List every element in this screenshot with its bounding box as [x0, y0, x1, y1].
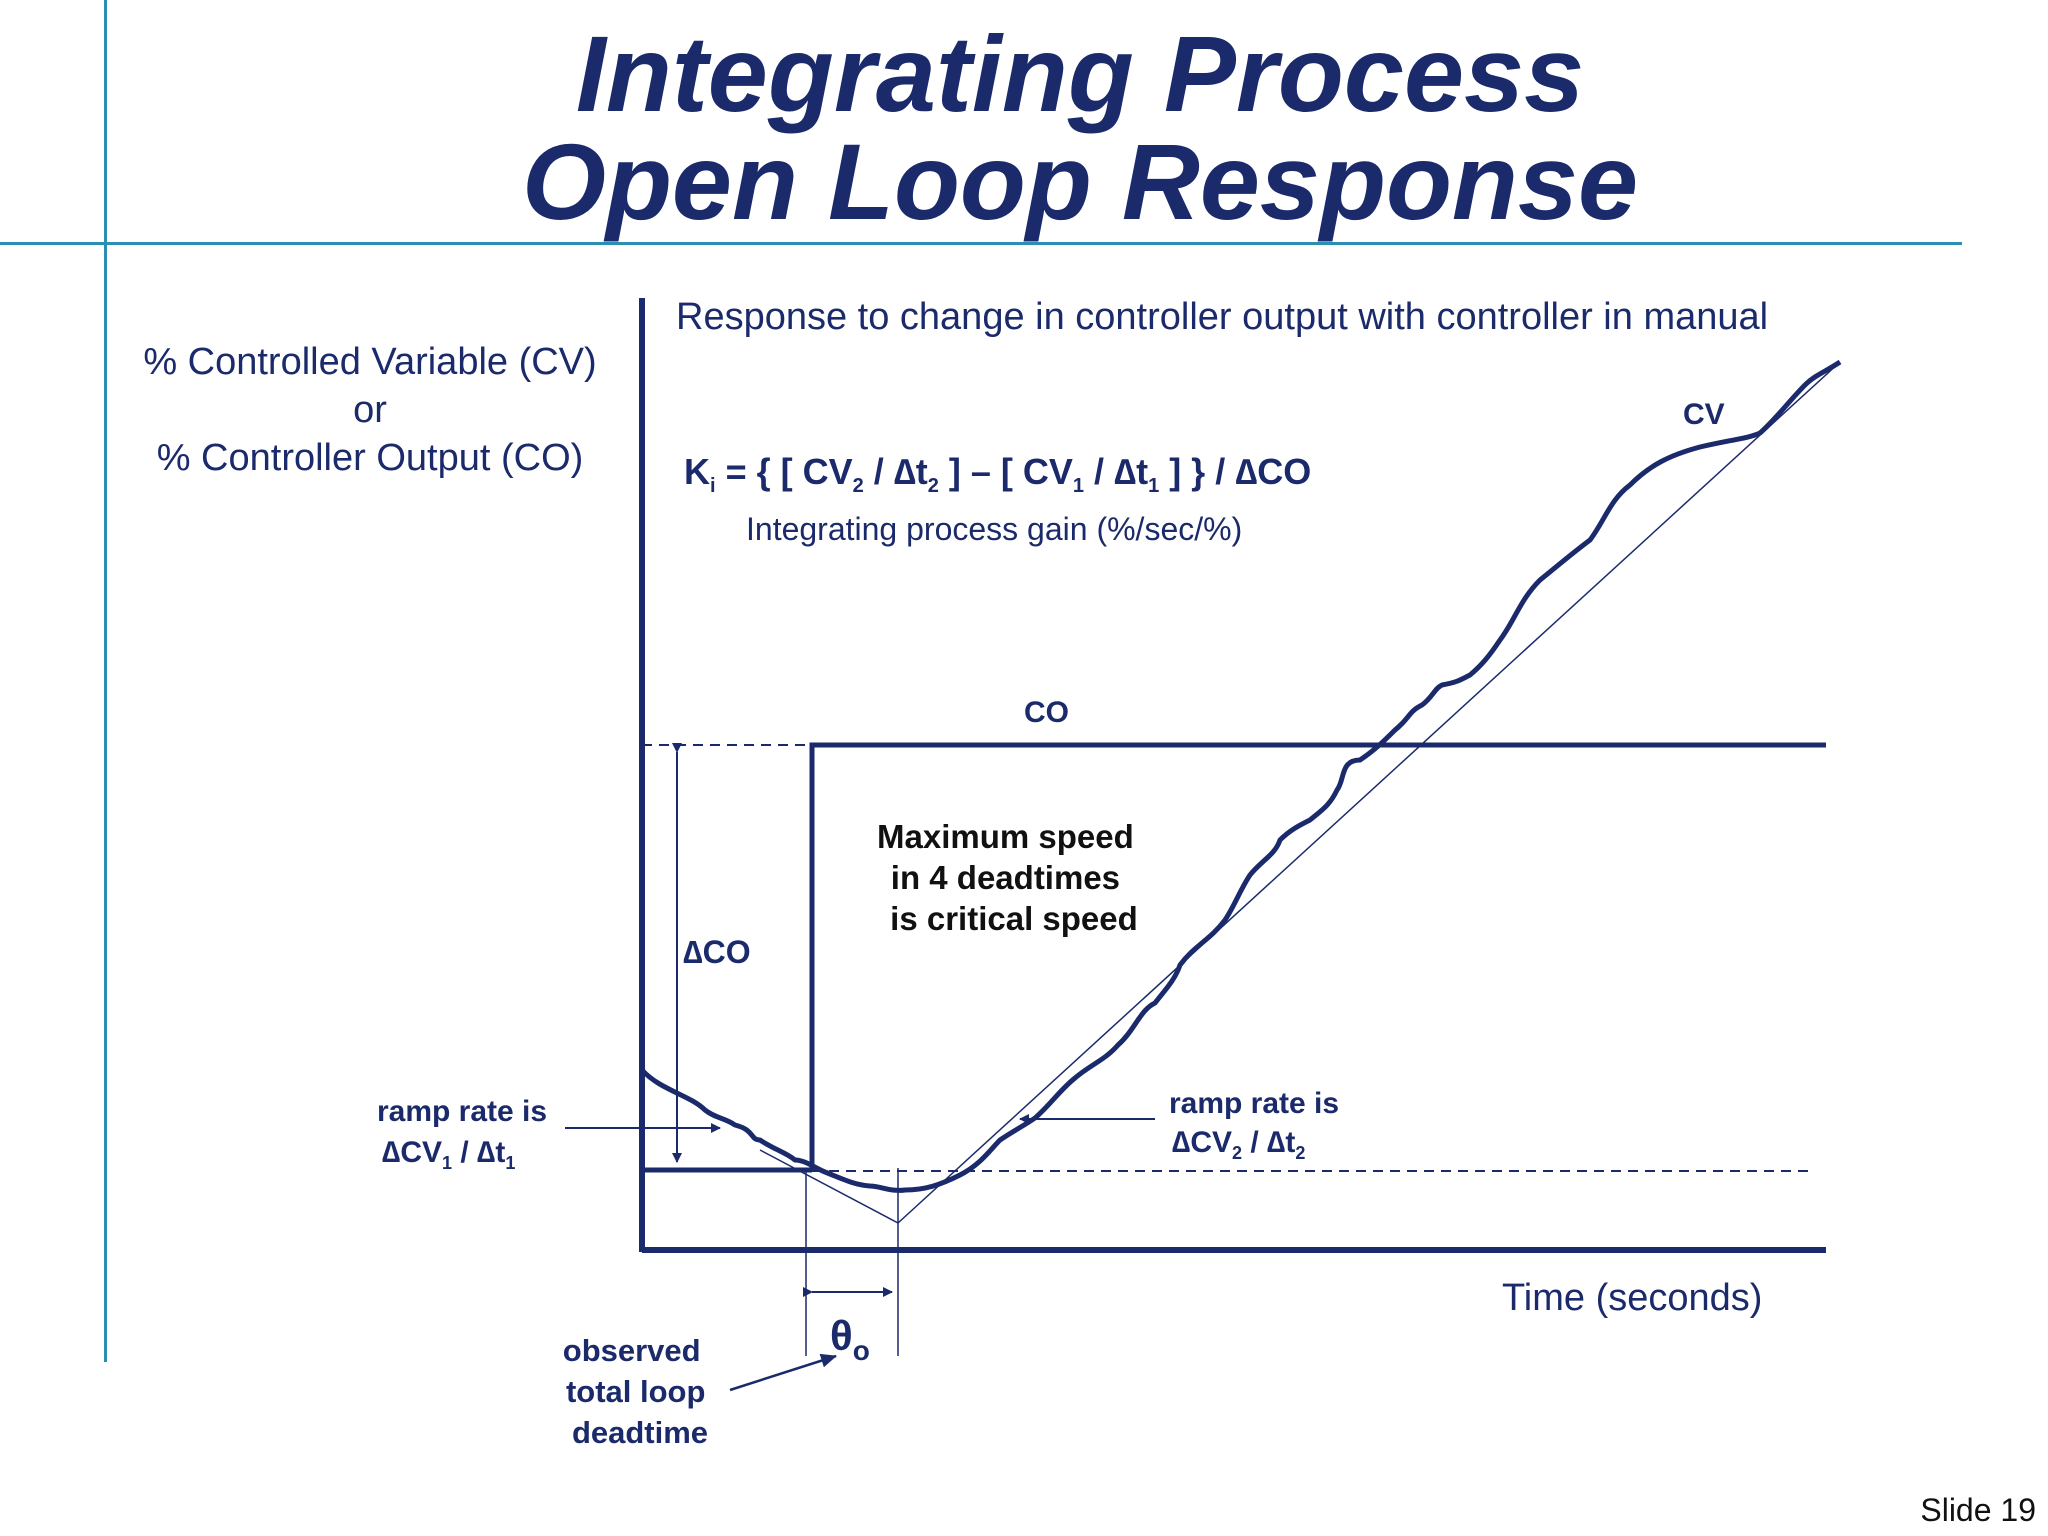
ramp1-tangent-line	[759, 1149, 899, 1224]
title-line-2: Open Loop Response	[521, 121, 1639, 242]
deadtime-label-line-3: deadtime	[572, 1415, 708, 1450]
y-axis-label: % Controlled Variable (CV) or % Controll…	[80, 338, 660, 482]
slide-number: Slide 19	[1920, 1492, 2036, 1528]
critical-speed-note: Maximum speed in 4 deadtimes is critical…	[877, 818, 1143, 937]
diagram-subtitle: Response to change in controller output …	[676, 296, 1768, 338]
accent-vertical-line	[104, 0, 107, 1362]
ramp2-formula: ∆CV2 / ∆t2	[1172, 1126, 1305, 1163]
ramp2-tangent-line	[897, 361, 1841, 1224]
deadtime-label-line-1: observed	[563, 1333, 701, 1368]
critical-speed-line-1: Maximum speed	[877, 818, 1134, 855]
theta-symbol: θo	[830, 1312, 870, 1366]
cv-response-curve	[640, 359, 1842, 1193]
title-line-1: Integrating Process	[575, 13, 1585, 134]
accent-horizontal-line	[0, 242, 1962, 245]
delta-co-label: ∆CO	[683, 934, 751, 970]
cv-label: CV	[1683, 398, 1725, 431]
y-axis-label-line-2: or	[353, 389, 387, 431]
ramp1-formula: ∆CV1 / ∆t1	[382, 1136, 515, 1173]
ki-formula: Ki = { [ CV2 / ∆t2 ] – [ CV1 / ∆t1 ] } /…	[684, 451, 1311, 497]
y-axis-label-line-3: % Controller Output (CO)	[156, 437, 584, 479]
deadtime-label: observed total loop deadtime	[563, 1333, 714, 1450]
deadtime-pointer-arrow	[729, 1353, 837, 1392]
co-label: CO	[1024, 696, 1069, 729]
ramp1-label: ramp rate is	[377, 1095, 547, 1128]
deadtime-label-line-2: total loop	[566, 1374, 705, 1409]
x-axis-label: Time (seconds)	[1502, 1277, 1762, 1319]
critical-speed-line-3: is critical speed	[890, 900, 1138, 937]
co-step-line	[809, 742, 1826, 1172]
ramp2-label: ramp rate is	[1169, 1087, 1339, 1120]
y-axis-label-line-1: % Controlled Variable (CV)	[143, 341, 597, 383]
gain-label: Integrating process gain (%/sec/%)	[746, 511, 1242, 547]
critical-speed-line-2: in 4 deadtimes	[891, 859, 1120, 896]
